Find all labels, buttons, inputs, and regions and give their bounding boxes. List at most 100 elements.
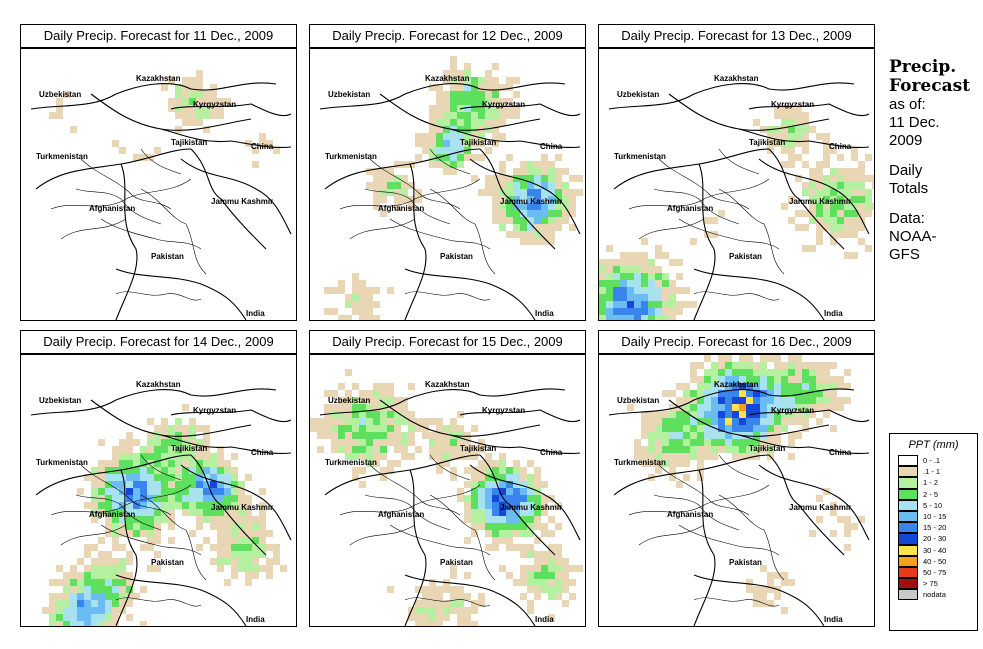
precip-field bbox=[49, 70, 280, 168]
map-label-afghanistan: Afghanistan bbox=[667, 510, 713, 519]
map-canvas: Kazakhstan Uzbekistan Kyrgyzstan Tajikistan… bbox=[319, 56, 583, 320]
precip-map: Kazakhstan Uzbekistan Kyrgyzstan Tajikistan… bbox=[598, 48, 875, 321]
map-label-china: China bbox=[251, 142, 274, 151]
legend-swatch bbox=[898, 578, 918, 590]
border-line bbox=[364, 494, 451, 531]
asof-date: 11 Dec. bbox=[889, 114, 940, 131]
border-line bbox=[768, 148, 845, 250]
precip-field bbox=[599, 105, 874, 320]
border-line bbox=[60, 524, 127, 546]
border-line bbox=[180, 464, 292, 541]
legend-swatch bbox=[898, 466, 918, 478]
map-label-pakistan: Pakistan bbox=[151, 558, 184, 567]
border-line bbox=[170, 103, 292, 117]
legend-entry: nodata bbox=[898, 589, 977, 601]
border-line bbox=[638, 218, 705, 240]
map-label-jammu-kashmir: Jammu Kashmir bbox=[500, 503, 562, 512]
border-line bbox=[324, 148, 481, 190]
border-line bbox=[140, 188, 207, 275]
panel-title: Daily Precip. Forecast for 16 Dec., 2009 bbox=[598, 330, 875, 354]
legend-label: > 75 bbox=[923, 579, 938, 589]
map-label-tajikistan: Tajikistan bbox=[171, 444, 207, 453]
map-label-uzbekistan: Uzbekistan bbox=[39, 90, 81, 99]
map-label-uzbekistan: Uzbekistan bbox=[617, 90, 659, 99]
precip-field bbox=[42, 404, 287, 626]
forecast-panel-15-dec: Daily Precip. Forecast for 15 Dec., 2009… bbox=[309, 330, 586, 627]
border-line bbox=[429, 188, 496, 275]
legend-swatch bbox=[898, 522, 918, 534]
legend-entry: 10 - 15 bbox=[898, 510, 977, 523]
panel-title: Daily Precip. Forecast for 13 Dec., 2009 bbox=[598, 24, 875, 48]
map-label-uzbekistan: Uzbekistan bbox=[39, 396, 81, 405]
legend-label: nodata bbox=[923, 590, 946, 600]
legend-label: 5 - 10 bbox=[923, 500, 943, 510]
border-line bbox=[339, 178, 481, 210]
map-label-afghanistan: Afghanistan bbox=[378, 204, 424, 213]
legend-label: 50 - 75 bbox=[923, 567, 947, 577]
border-line bbox=[140, 148, 182, 175]
map-label-china: China bbox=[540, 448, 563, 457]
border-line bbox=[678, 218, 780, 250]
border-line bbox=[364, 188, 451, 225]
border-line bbox=[718, 188, 785, 275]
forecast-panel-14-dec: Daily Precip. Forecast for 14 Dec., 2009… bbox=[20, 330, 297, 627]
map-label-kyrgyzstan: Kyrgyzstan bbox=[482, 406, 525, 415]
map-label-kyrgyzstan: Kyrgyzstan bbox=[482, 100, 525, 109]
map-label-jammu-kashmir: Jammu Kashmir bbox=[500, 197, 562, 206]
border-line bbox=[339, 484, 481, 516]
sidebar-title-line2: Forecast bbox=[889, 76, 971, 96]
map-canvas: Kazakhstan Uzbekistan Kyrgyzstan Tajikistan… bbox=[30, 380, 292, 626]
map-label-india: India bbox=[824, 309, 843, 318]
border-line bbox=[613, 148, 770, 190]
legend-label: .1 - 1 bbox=[923, 467, 941, 477]
border-line bbox=[115, 469, 138, 626]
border-line bbox=[693, 268, 825, 320]
border-line bbox=[459, 103, 581, 117]
border-line bbox=[718, 454, 760, 481]
border-line bbox=[459, 409, 581, 423]
map-label-afghanistan: Afghanistan bbox=[378, 510, 424, 519]
border-line bbox=[30, 82, 277, 110]
panel-title: Daily Precip. Forecast for 11 Dec., 2009 bbox=[20, 24, 297, 48]
border-line bbox=[404, 291, 491, 301]
border-line bbox=[758, 158, 870, 235]
border-line bbox=[115, 574, 247, 626]
border-line bbox=[349, 524, 416, 546]
map-label-kazakhstan: Kazakhstan bbox=[136, 74, 181, 83]
map-label-kazakhstan: Kazakhstan bbox=[425, 74, 470, 83]
data-label: Data: bbox=[889, 210, 925, 227]
border-line bbox=[628, 178, 770, 210]
legend-label: 0 - .1 bbox=[923, 456, 941, 465]
map-label-kyrgyzstan: Kyrgyzstan bbox=[771, 100, 814, 109]
map-label-jammu-kashmir: Jammu Kashmir bbox=[211, 197, 273, 206]
border-line bbox=[35, 454, 192, 496]
precip-map: Kazakhstan Uzbekistan Kyrgyzstan Tajikistan… bbox=[598, 354, 875, 627]
border-line bbox=[324, 454, 481, 496]
legend-title: PPT (mm) bbox=[908, 439, 959, 451]
map-label-kazakhstan: Kazakhstan bbox=[425, 380, 470, 389]
legend-entry: 40 - 50 bbox=[898, 555, 977, 567]
legend-label: 10 - 15 bbox=[923, 511, 947, 521]
map-label-india: India bbox=[824, 615, 843, 624]
asof-year: 2009 bbox=[889, 132, 923, 149]
map-label-tajikistan: Tajikistan bbox=[171, 138, 207, 147]
border-line bbox=[469, 158, 581, 235]
map-label-turkmenistan: Turkmenistan bbox=[614, 458, 666, 467]
border-lines bbox=[319, 388, 581, 626]
map-label-afghanistan: Afghanistan bbox=[89, 204, 135, 213]
legend-entry: 0 - .1 bbox=[898, 455, 977, 467]
legend-entry: .1 - 1 bbox=[898, 466, 977, 478]
map-label-china: China bbox=[829, 448, 852, 457]
border-line bbox=[658, 464, 750, 516]
border-line bbox=[429, 454, 471, 481]
map-label-uzbekistan: Uzbekistan bbox=[617, 396, 659, 405]
map-label-kazakhstan: Kazakhstan bbox=[714, 74, 759, 83]
border-lines bbox=[30, 82, 292, 320]
border-line bbox=[50, 484, 192, 516]
legend-swatch bbox=[898, 566, 918, 579]
map-label-india: India bbox=[246, 615, 265, 624]
panel-title: Daily Precip. Forecast for 15 Dec., 2009 bbox=[309, 330, 586, 354]
map-label-tajikistan: Tajikistan bbox=[749, 138, 785, 147]
